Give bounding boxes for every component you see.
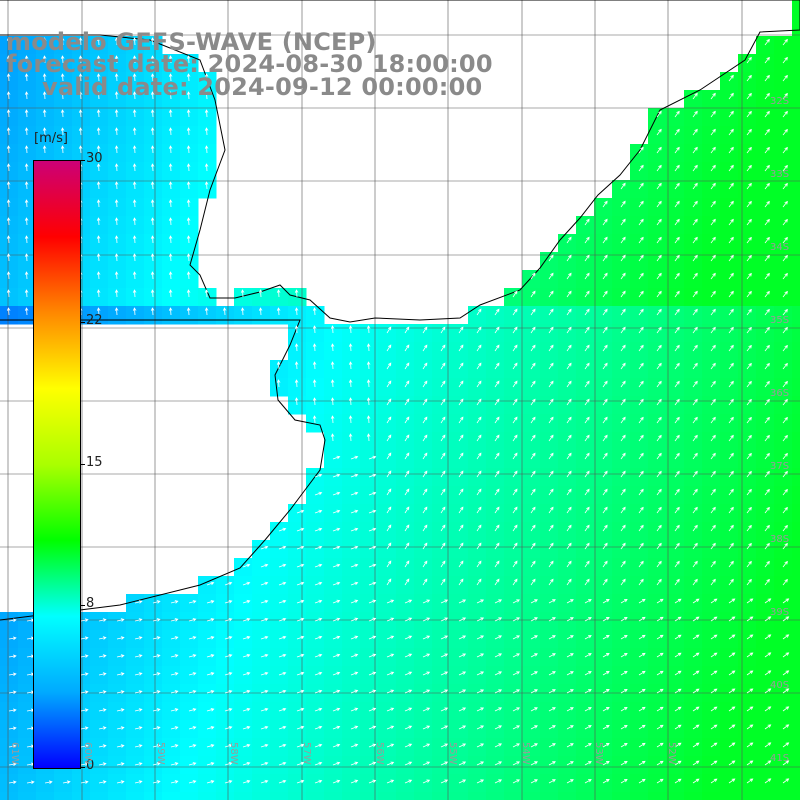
model-title: modelo GEFS-WAVE (NCEP) bbox=[6, 28, 377, 56]
wind-arrows bbox=[6, 37, 790, 785]
colorbar-tick-mark bbox=[80, 463, 85, 465]
lat-label: 41S bbox=[770, 753, 790, 764]
colorbar-unit: [m/s] bbox=[34, 131, 68, 146]
lon-label: 61W bbox=[9, 742, 20, 765]
colorbar-tick-mark bbox=[80, 160, 85, 161]
lon-label: 53W bbox=[593, 742, 604, 765]
lat-label: 33S bbox=[770, 169, 790, 180]
colorbar-tick-mark bbox=[80, 767, 85, 768]
lat-label: 39S bbox=[770, 607, 790, 618]
lon-label: 52W bbox=[666, 742, 677, 765]
colorbar-tick-label: 15 bbox=[86, 454, 103, 470]
forecast-date: forecast date: 2024-08-30 18:00:00 bbox=[6, 50, 493, 78]
lat-label: 36S bbox=[770, 388, 790, 399]
lat-label: 35S bbox=[770, 315, 790, 326]
colorbar bbox=[33, 160, 81, 769]
lon-label: 58W bbox=[228, 742, 239, 765]
colorbar-tick-label: 30 bbox=[86, 151, 103, 166]
valid-date: valid date: 2024-09-12 00:00:00 bbox=[42, 73, 483, 101]
lon-label: 56W bbox=[374, 742, 385, 765]
lon-label: 60W bbox=[82, 742, 93, 765]
colorbar-tick-mark bbox=[80, 605, 85, 607]
lon-label: 57W bbox=[301, 742, 312, 765]
colorbar-tick-label: 8 bbox=[86, 596, 95, 612]
lon-label: 59W bbox=[155, 742, 166, 765]
lat-label: 34S bbox=[770, 242, 790, 253]
coastline bbox=[0, 0, 800, 621]
lat-label: 38S bbox=[770, 534, 790, 545]
lon-label: 54W bbox=[520, 742, 531, 765]
colorbar-tick-label: 0 bbox=[86, 758, 95, 773]
colorbar-tick-label: 22 bbox=[86, 312, 103, 328]
colorbar-tick-mark bbox=[80, 321, 85, 323]
colorbar-gradient bbox=[34, 161, 80, 768]
lat-label: 40S bbox=[770, 680, 790, 691]
lat-label: 37S bbox=[770, 461, 790, 472]
lon-label: 55W bbox=[447, 742, 458, 765]
lat-label: 32S bbox=[770, 96, 790, 107]
